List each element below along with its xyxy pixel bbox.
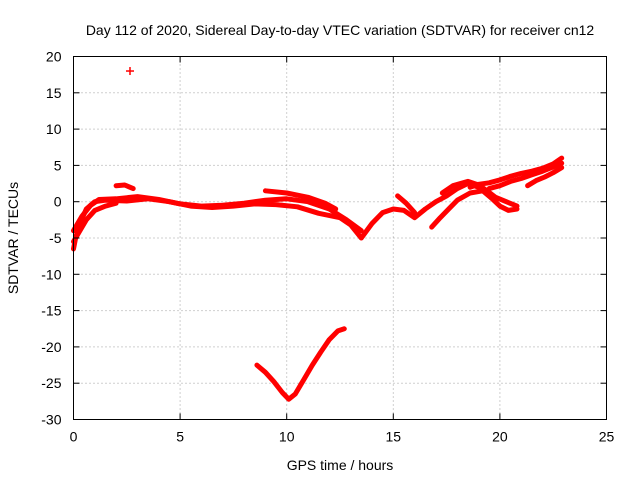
series-branch-22h xyxy=(525,165,565,189)
y-tick-label: -5 xyxy=(49,230,62,246)
series-upper-branch xyxy=(262,188,339,212)
y-tick-label: 5 xyxy=(54,157,62,173)
series-branch-17h xyxy=(429,188,520,230)
series-branch-21h xyxy=(486,160,565,192)
chart-title: Day 112 of 2020, Sidereal Day-to-day VTE… xyxy=(86,22,595,38)
x-tick-label: 10 xyxy=(279,429,295,445)
x-tick-label: 15 xyxy=(386,429,402,445)
x-tick-label: 0 xyxy=(70,429,78,445)
y-tick-label: -20 xyxy=(41,339,61,355)
data-layer xyxy=(71,67,565,402)
series-branch-15h xyxy=(395,193,418,216)
x-axis-label: GPS time / hours xyxy=(287,457,394,473)
y-tick-label: -30 xyxy=(41,412,61,428)
series-branch-18h xyxy=(439,178,520,209)
y-tick-label: 0 xyxy=(54,194,62,210)
x-tick-label: 5 xyxy=(176,429,184,445)
series-branch-2-5h xyxy=(113,182,136,192)
series-branch-19h xyxy=(467,155,565,190)
data-point-outlier xyxy=(125,67,134,76)
y-tick-label: -10 xyxy=(41,266,61,282)
y-tick-label: -25 xyxy=(41,375,61,391)
x-tick-label: 25 xyxy=(599,429,615,445)
y-tick-label: 15 xyxy=(46,85,62,101)
grid-layer xyxy=(73,56,607,420)
y-axis-label: SDTVAR / TECUs xyxy=(5,182,21,294)
y-tick-label: -15 xyxy=(41,303,61,319)
y-tick-label: 10 xyxy=(46,121,62,137)
x-tick-label: 20 xyxy=(492,429,508,445)
tick-layer: 0 5 10 15 20 25 -30 -25 -20 -15 -10 -5 0 5 10 15 20 xyxy=(41,49,614,445)
y-tick-label: 20 xyxy=(46,49,62,65)
series-lower-branch xyxy=(71,200,119,245)
series-main-track-b xyxy=(71,194,364,234)
series-v-dip xyxy=(254,326,347,402)
